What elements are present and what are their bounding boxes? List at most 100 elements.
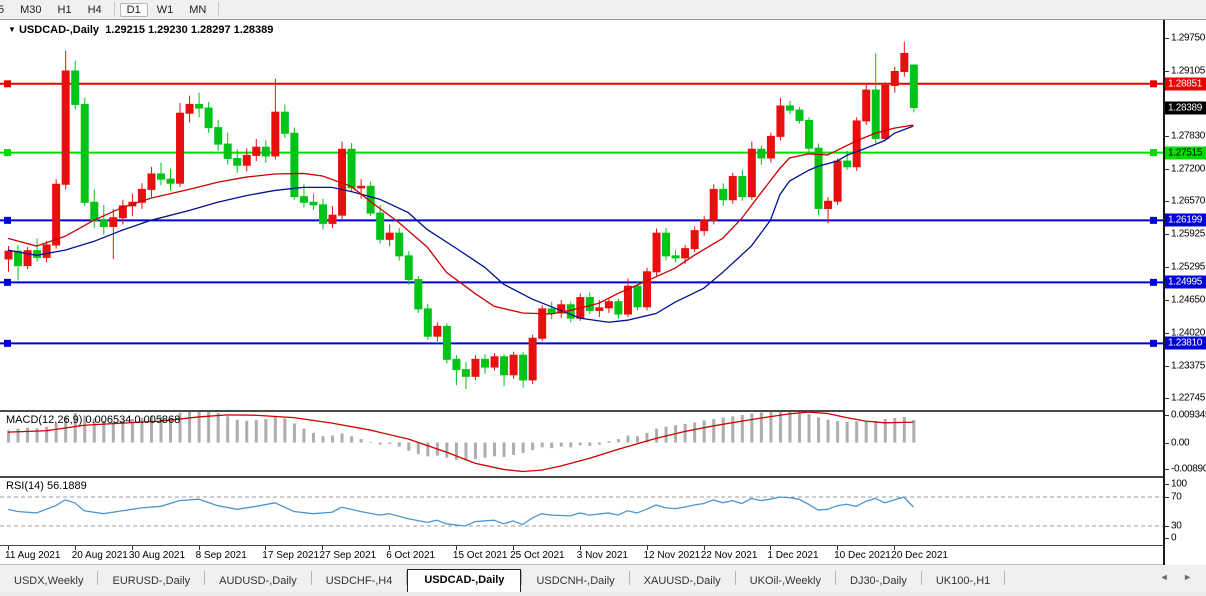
candlestick [118,199,127,225]
timeframe-button-h1[interactable]: H1 [57,3,72,16]
price-level-badge: 1.27515 [1165,146,1206,160]
date-tick [8,546,9,550]
date-tick-label: 25 Oct 2021 [510,550,565,561]
line-handle[interactable] [4,216,11,224]
candlestick [776,97,785,141]
axis-tick [1165,497,1169,498]
tab-separator [406,571,408,585]
candlestick [414,275,423,313]
candlestick [309,193,318,211]
timeframe-button-m30[interactable]: M30 [20,3,42,16]
macd-indicator-panel[interactable] [0,412,1163,476]
candlestick [766,132,775,163]
axis-tick [1165,538,1169,539]
axis-tick-label: -0.00890 [1171,463,1206,475]
line-handle[interactable] [4,80,11,88]
candlestick [509,351,518,379]
candlestick [357,179,366,199]
moving-average-line [7,125,914,323]
axis-tick-label: 1.27200 [1171,163,1206,175]
date-tick [703,546,705,550]
candlestick [395,228,404,261]
candlestick [585,292,594,315]
macd-indicator-label: MACD(12,26,9) 0.006534 0.005868 [6,414,181,426]
chart-tab-uk100h1[interactable]: UK100-,H1 [935,575,991,587]
date-tick [389,546,391,550]
line-handle[interactable] [1150,149,1157,157]
chart-tab-eurusddaily[interactable]: EURUSD-,Daily [112,575,191,587]
price-level-badge: 1.26199 [1165,213,1206,227]
chart-tab-dj30daily[interactable]: DJ30-,Daily [850,575,907,587]
chart-tab-audusddaily[interactable]: AUDUSD-,Daily [219,575,297,587]
toolbar-separator [113,2,115,17]
candlestick [338,141,347,220]
candlestick [204,101,213,133]
chart-tab-usdxweekly[interactable]: USDX,Weekly [14,575,84,587]
candlestick [757,145,766,165]
axis-tick-label: 30 [1171,520,1182,532]
date-tick-label: 27 Sep 2021 [319,550,377,561]
candlestick [481,354,489,374]
moving-average-line [7,124,914,315]
collapse-arrow-icon[interactable]: ▼ [8,25,16,34]
tab-scroll-arrows[interactable]: ◄ ► [1159,572,1198,582]
line-handle[interactable] [1150,216,1157,224]
candlestick [347,143,356,192]
axis-tick [1165,398,1169,400]
candlestick [442,323,451,364]
axis-tick [1165,526,1169,527]
date-tick [894,546,896,550]
candlestick [42,240,51,263]
axis-tick-label: 1.25295 [1171,261,1206,273]
axis-tick [1165,469,1169,471]
candlestick [614,298,623,320]
candlestick [14,245,23,281]
chart-tab-ukoilweekly[interactable]: UKOil-,Weekly [749,575,821,587]
candlestick [214,119,223,151]
tab-separator [628,571,630,585]
chart-tab-xauusddaily[interactable]: XAUUSD-,Daily [643,575,721,587]
candlestick [404,251,413,285]
line-handle[interactable] [1150,80,1157,88]
date-axis[interactable]: 11 Aug 2021 20 Aug 2021 30 Aug 2021 8 Sep 2… [0,546,1163,565]
timeframe-button-w1[interactable]: W1 [156,3,174,16]
date-tick [513,546,515,550]
axis-tick-label: 100 [1171,478,1187,490]
candlestick [137,183,146,209]
candlestick [23,247,32,270]
line-handle[interactable] [1150,339,1157,347]
axis-tick-label: 0.009345 [1171,409,1206,421]
line-handle[interactable] [4,278,11,286]
date-tick [455,546,457,550]
rsi-indicator-panel[interactable] [0,478,1163,545]
timeframe-button-d1[interactable]: D1 [119,2,148,17]
date-tick-label: 6 Oct 2021 [386,550,436,561]
line-handle[interactable] [1150,278,1157,286]
candlestick [728,172,737,204]
candlestick [223,132,232,165]
candlestick [147,166,156,198]
candlestick [471,355,480,380]
axis-tick-label: 1.22745 [1171,392,1206,404]
axis-tick-label: 1.23375 [1171,360,1206,372]
timeframe-button-5[interactable]: 5 [0,3,5,16]
chart-tab-usdcnhdaily[interactable]: USDCNH-,Daily [536,575,615,587]
candlestick [61,50,70,190]
date-tick-label: 22 Nov 2021 [700,550,758,561]
axis-tick-label: 1.25925 [1171,228,1206,240]
date-tick-label: 17 Sep 2021 [262,550,320,561]
chart-tab-usdchfh4[interactable]: USDCHF-,H4 [325,575,393,587]
line-handle[interactable] [4,339,11,347]
candlestick [709,184,718,225]
timeframe-button-h4[interactable]: H4 [87,3,102,16]
price-axis[interactable]: 1.29750 1.29105 1.27830 1.27200 1.26570 1.259… [1163,20,1206,565]
chart-tab-usdcaddaily[interactable]: USDCAD-,Daily [407,569,522,592]
candlestick [700,216,709,236]
candlestick [280,104,289,138]
price-chart-panel[interactable] [0,20,1163,410]
timeframe-button-mn[interactable]: MN [189,3,207,16]
candlestick [843,150,852,170]
line-handle[interactable] [4,149,11,157]
date-tick-label: 20 Aug 2021 [71,550,128,561]
price-level-badge: 1.24995 [1165,275,1206,289]
